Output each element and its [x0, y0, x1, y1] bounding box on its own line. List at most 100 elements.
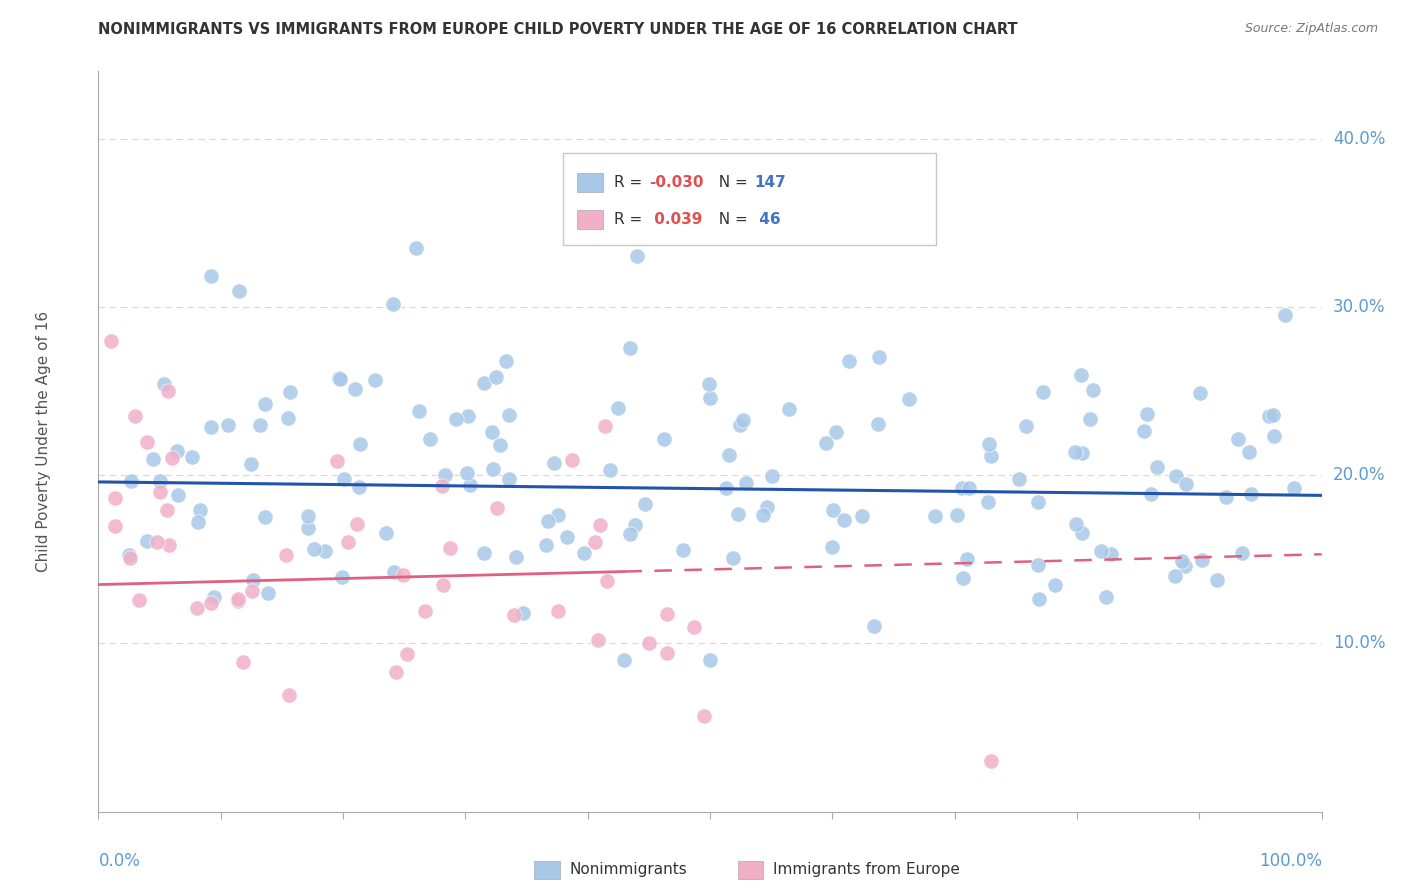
Point — [346, 516, 368, 531]
Point — [752, 508, 775, 522]
Point — [217, 418, 239, 433]
Text: R =: R = — [614, 212, 647, 227]
Point — [495, 353, 517, 368]
Point — [1175, 477, 1198, 491]
Point — [832, 512, 855, 526]
Text: 0.039: 0.039 — [650, 212, 703, 227]
Point — [1274, 309, 1296, 323]
Point — [823, 502, 845, 516]
Point — [444, 412, 467, 426]
Point — [838, 354, 860, 368]
Point — [721, 551, 744, 566]
Point — [657, 646, 679, 660]
Point — [1188, 386, 1211, 401]
Point — [202, 590, 225, 604]
Point — [512, 606, 534, 620]
Point — [1226, 432, 1249, 446]
Text: 20.0%: 20.0% — [1333, 467, 1385, 484]
Point — [1083, 383, 1105, 397]
Point — [1095, 590, 1118, 604]
Point — [124, 409, 146, 424]
Point — [1063, 445, 1085, 459]
Point — [1026, 558, 1049, 572]
Point — [157, 538, 180, 552]
Point — [458, 478, 481, 492]
Point — [349, 437, 371, 451]
Point — [128, 593, 150, 607]
Point — [1257, 409, 1279, 423]
Point — [156, 503, 179, 517]
Point — [314, 544, 336, 558]
Point — [364, 373, 387, 387]
Point — [652, 432, 675, 446]
Point — [898, 392, 921, 406]
Point — [489, 438, 512, 452]
Point — [952, 572, 974, 586]
Point — [683, 620, 706, 634]
Point — [697, 376, 720, 391]
Point — [328, 371, 350, 385]
Point — [430, 478, 453, 492]
Point — [1282, 481, 1305, 495]
Point — [256, 586, 278, 600]
Point — [851, 509, 873, 524]
Point — [980, 754, 1002, 768]
Text: 100.0%: 100.0% — [1258, 853, 1322, 871]
Point — [693, 709, 716, 723]
Text: N =: N = — [710, 175, 754, 190]
Point — [297, 521, 319, 535]
Text: R =: R = — [614, 175, 647, 190]
Text: Source: ZipAtlas.com: Source: ZipAtlas.com — [1244, 22, 1378, 36]
Point — [232, 655, 254, 669]
Point — [1070, 526, 1092, 541]
Point — [613, 653, 636, 667]
Point — [814, 436, 837, 450]
Point — [619, 526, 641, 541]
Point — [1070, 368, 1092, 382]
Point — [1099, 547, 1122, 561]
Point — [1237, 445, 1260, 459]
Point — [950, 481, 973, 495]
Point — [977, 437, 1000, 451]
Point — [1136, 407, 1159, 421]
Point — [277, 410, 299, 425]
Point — [419, 432, 441, 446]
Point — [505, 549, 527, 564]
Point — [186, 600, 208, 615]
Point — [156, 384, 179, 398]
Point — [977, 495, 1000, 509]
Point — [344, 382, 367, 396]
Point — [166, 443, 188, 458]
Point — [863, 619, 886, 633]
Point — [586, 632, 609, 647]
Point — [1014, 419, 1036, 434]
Point — [634, 496, 657, 510]
Point — [326, 454, 349, 468]
Point — [498, 408, 520, 422]
Point — [226, 593, 249, 607]
Point — [956, 552, 979, 566]
Point — [534, 538, 557, 552]
Point — [1230, 546, 1253, 560]
Point — [1215, 491, 1237, 505]
Point — [180, 450, 202, 465]
Text: N =: N = — [710, 212, 754, 227]
Point — [607, 401, 630, 416]
Point — [481, 462, 503, 476]
Point — [1028, 591, 1050, 606]
Text: Immigrants from Europe: Immigrants from Europe — [773, 863, 960, 877]
Point — [481, 425, 503, 440]
Point — [472, 546, 495, 560]
Point — [1090, 544, 1112, 558]
Point — [498, 472, 520, 486]
Text: Child Poverty Under the Age of 16: Child Poverty Under the Age of 16 — [37, 311, 51, 572]
Point — [626, 249, 648, 264]
Text: 30.0%: 30.0% — [1333, 298, 1385, 316]
Point — [1026, 494, 1049, 508]
Point — [1032, 384, 1054, 399]
Point — [385, 665, 408, 679]
Point — [1174, 559, 1197, 574]
Point — [657, 607, 679, 621]
Point — [825, 425, 848, 439]
Point — [200, 596, 222, 610]
